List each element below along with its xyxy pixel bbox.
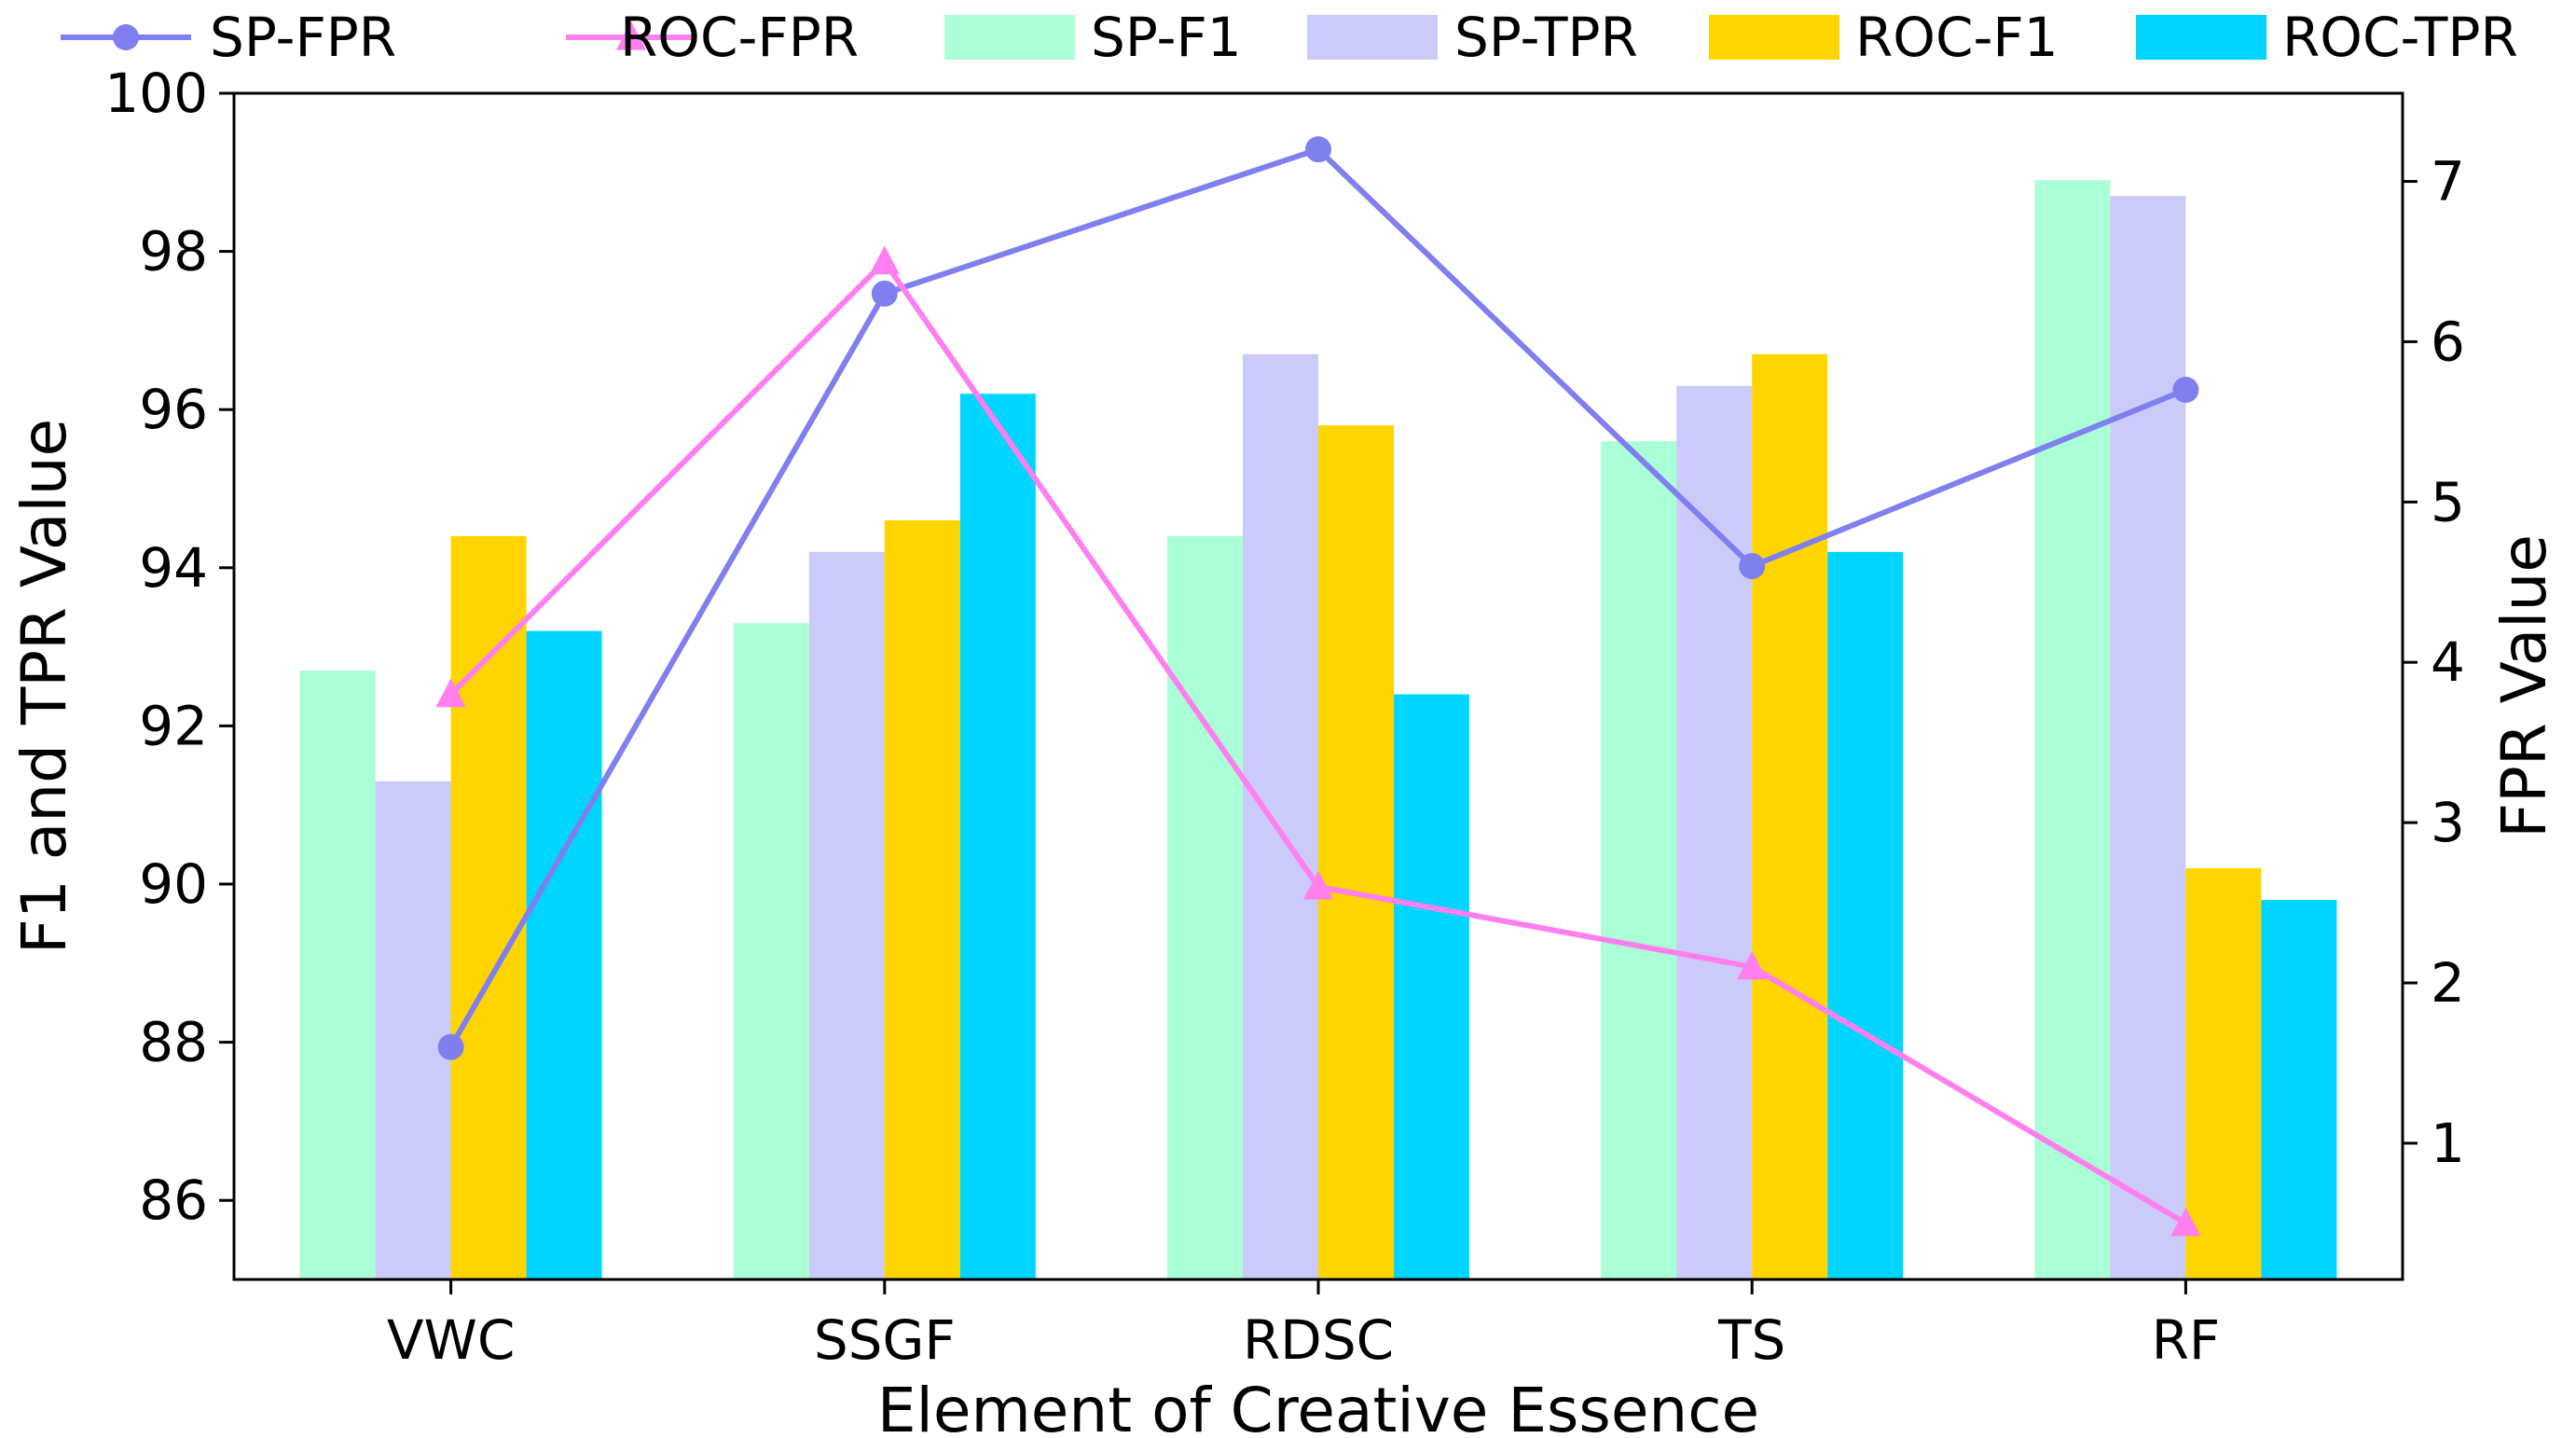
bar-sp-f1-rdsc <box>1167 535 1243 1279</box>
right-axis: 1 2 3 4 5 6 7 <box>2403 150 2465 1175</box>
bar-sp-tpr-rdsc <box>1243 353 1318 1280</box>
bar-roc-f1-ssgf <box>884 519 960 1279</box>
legend-marker-roc-fpr <box>615 21 647 50</box>
y-tick-label: 86 <box>139 1168 208 1232</box>
marker-sp-fpr-ssgf <box>871 280 898 307</box>
y-tick-label: 94 <box>139 536 208 600</box>
x-tick-label: SSGF <box>814 1308 956 1372</box>
y2-tick-label: 2 <box>2431 951 2465 1015</box>
bar-sp-f1-ssgf <box>733 623 809 1279</box>
y2-tick-label: 4 <box>2431 630 2465 694</box>
y2-tick-label: 7 <box>2431 150 2465 214</box>
x-tick-label: RF <box>2152 1308 2221 1372</box>
bar-sp-f1-ts <box>1601 441 1677 1279</box>
marker-roc-fpr-vwc <box>435 678 466 708</box>
line-group <box>435 136 2201 1237</box>
y-tick-label: 90 <box>139 852 208 916</box>
bar-group <box>299 180 2337 1280</box>
y-tick-label: 100 <box>104 62 208 125</box>
y2-tick-label: 3 <box>2431 791 2465 854</box>
legend-swatch-roc-f1 <box>1709 15 1839 60</box>
bar-roc-f1-rdsc <box>1318 425 1394 1279</box>
bar-sp-f1-rf <box>2034 180 2111 1279</box>
left-axis: 86 88 90 92 94 96 98 100 <box>104 62 234 1232</box>
bar-sp-tpr-ts <box>1676 385 1753 1279</box>
legend-label-roc-fpr: ROC-FPR <box>620 6 859 69</box>
marker-roc-fpr-rdsc <box>1302 870 1334 900</box>
y-tick-label: 96 <box>139 378 208 441</box>
marker-roc-fpr-rf <box>2170 1207 2201 1237</box>
bar-sp-tpr-ssgf <box>808 551 885 1279</box>
x-tick-label: VWC <box>387 1308 516 1372</box>
legend-swatch-sp-f1 <box>944 15 1075 60</box>
y-tick-label: 88 <box>139 1011 208 1074</box>
legend-label-roc-tpr: ROC-TPR <box>2282 6 2518 69</box>
y2-tick-label: 1 <box>2431 1112 2465 1175</box>
y2-tick-label: 6 <box>2431 310 2465 373</box>
legend-swatch-roc-tpr <box>2136 15 2266 60</box>
legend-label-sp-fpr: SP-FPR <box>210 6 396 69</box>
x-tick-label: RDSC <box>1243 1308 1394 1372</box>
bar-sp-tpr-rf <box>2110 196 2186 1280</box>
marker-roc-fpr-ssgf <box>869 245 900 275</box>
legend-label-sp-f1: SP-F1 <box>1091 6 1242 69</box>
marker-sp-fpr-rf <box>2172 377 2199 403</box>
bar-roc-tpr-ssgf <box>959 394 1036 1279</box>
bar-roc-tpr-rf <box>2261 899 2337 1279</box>
marker-sp-fpr-rdsc <box>1305 136 1331 163</box>
legend-swatch-sp-tpr <box>1307 15 1438 60</box>
marker-sp-fpr-ts <box>1739 553 1766 580</box>
legend-label-roc-f1: ROC-F1 <box>1855 6 2059 69</box>
y2-axis-title: FPR Value <box>2488 534 2560 838</box>
bar-roc-tpr-ts <box>1827 551 1904 1279</box>
y2-tick-label: 5 <box>2431 470 2465 533</box>
bar-roc-f1-vwc <box>450 535 527 1279</box>
bar-roc-f1-rf <box>2185 868 2262 1279</box>
x-axis-title: Element of Creative Essence <box>877 1375 1759 1438</box>
y-axis-title: F1 and TPR Value <box>8 419 80 954</box>
marker-roc-fpr-ts <box>1737 950 1768 980</box>
legend: SP-FPR ROC-FPR SP-F1 SP-TPR ROC-F1 ROC-TPR <box>61 6 2518 69</box>
marker-sp-fpr-vwc <box>437 1033 464 1060</box>
x-axis: VWC SSGF RDSC TS RF <box>387 1279 2220 1372</box>
y-tick-label: 92 <box>139 694 208 757</box>
x-tick-label: TS <box>1717 1308 1785 1372</box>
bar-sp-f1-vwc <box>299 671 376 1279</box>
y-tick-label: 98 <box>139 220 208 283</box>
bar-roc-tpr-rdsc <box>1394 694 1469 1279</box>
legend-marker-sp-fpr <box>113 24 139 50</box>
bar-roc-tpr-vwc <box>526 630 602 1279</box>
bar-sp-tpr-vwc <box>375 781 451 1279</box>
legend-label-sp-tpr: SP-TPR <box>1454 6 1638 69</box>
bar-roc-f1-ts <box>1752 353 1828 1280</box>
